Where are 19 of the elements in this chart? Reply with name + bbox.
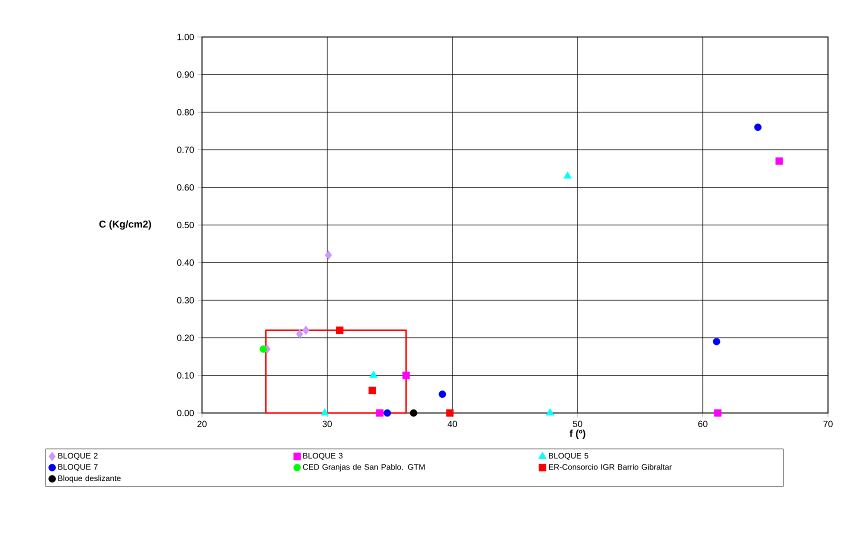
y-tick-label: 0.40 (177, 259, 194, 266)
x-axis-title: f (º) (570, 430, 586, 439)
y-tick-label: 0.90 (177, 71, 194, 78)
x-tick-label: 50 (572, 420, 582, 428)
y-tick-label: 0.10 (177, 372, 194, 379)
y-tick-label: 1.00 (177, 34, 194, 40)
y-tick-label: 0.50 (177, 222, 194, 228)
x-tick-label: 70 (823, 420, 833, 428)
x-tick-label: 60 (698, 420, 708, 428)
y-axis-title: C (Kg/cm2) (99, 220, 152, 230)
y-tick-label: 0.80 (177, 109, 194, 116)
y-tick-label: 0.70 (177, 146, 194, 153)
x-tick-label: 20 (197, 420, 207, 428)
y-tick-label: 0.30 (177, 297, 194, 304)
y-tick-label: 0.00 (177, 410, 194, 416)
x-tick-label: 30 (322, 420, 332, 428)
x-tick-label: 40 (448, 420, 458, 428)
y-tick-label: 0.20 (177, 334, 194, 341)
y-tick-label: 0.60 (177, 184, 194, 191)
